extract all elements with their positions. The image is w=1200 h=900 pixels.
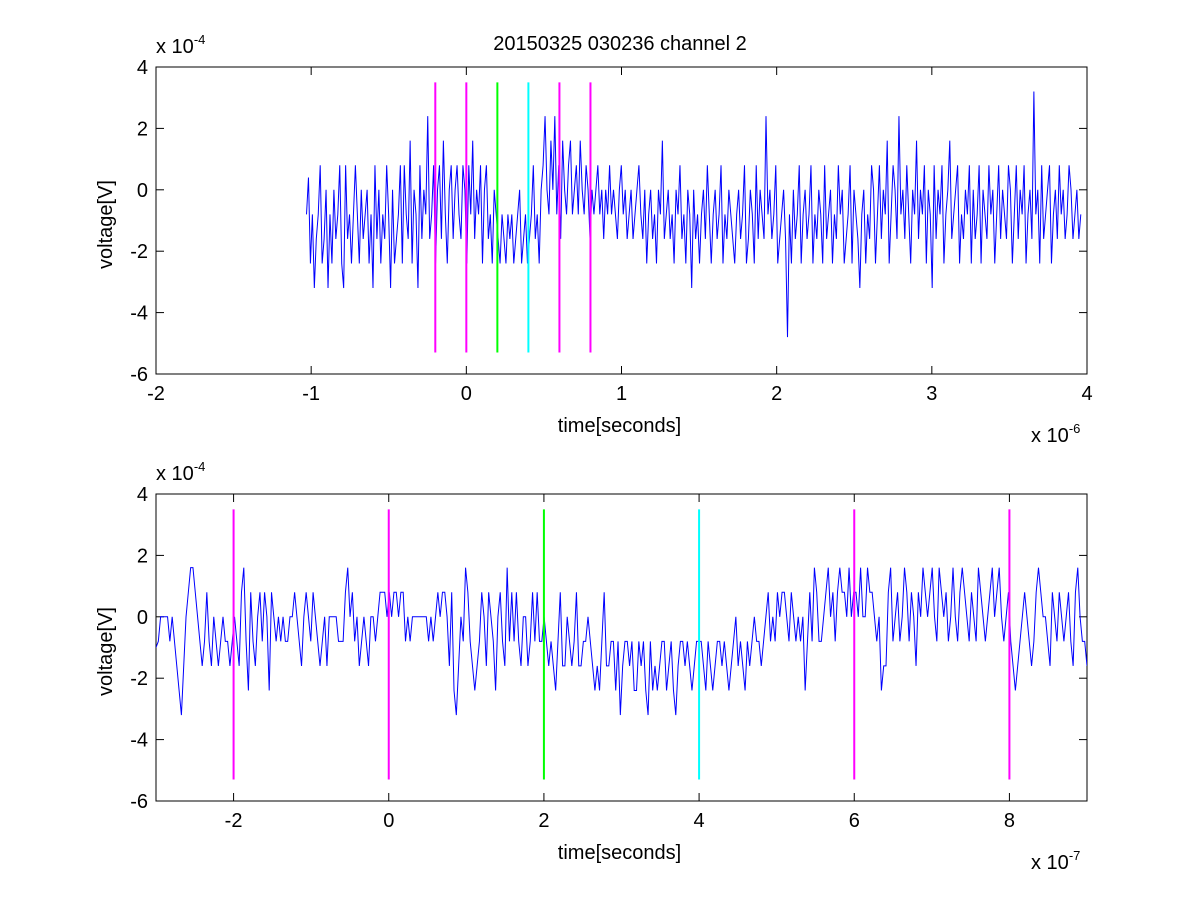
bottom-y-tick-label: 4: [137, 484, 148, 506]
bottom-x-tick-label: 8: [1004, 810, 1015, 832]
top-x-tick-label: 3: [926, 383, 937, 405]
top-y-tick-label: 4: [137, 57, 148, 79]
top-x-tick-label: 4: [1081, 383, 1092, 405]
top-y-tick-label: -4: [130, 303, 148, 325]
top-x-tick-label: 1: [616, 383, 627, 405]
bottom-x-exponent-power: -7: [1069, 848, 1081, 863]
bottom-y-exponent-power: -4: [194, 459, 206, 474]
bottom-y-tick-label: -4: [130, 730, 148, 752]
top-plot-area: [155, 66, 1088, 375]
bottom-x-tick-label: 4: [694, 810, 705, 832]
bottom-x-tick-label: -2: [225, 810, 243, 832]
top-y-exponent-power: -4: [194, 32, 206, 47]
top-x-tick-label: -1: [302, 383, 320, 405]
top-x-tick-label: 0: [461, 383, 472, 405]
top-y-exponent: x 10-4: [156, 32, 205, 58]
figure-title: 20150325 030236 channel 2: [493, 33, 747, 55]
bottom-x-axis-label: time[seconds]: [558, 842, 681, 864]
top-y-tick-label: 2: [137, 118, 148, 140]
top-y-tick-label: -2: [130, 241, 148, 263]
top-x-tick-label: -2: [147, 383, 165, 405]
bottom-y-tick-label: -6: [130, 791, 148, 813]
bottom-y-tick-label: 0: [137, 607, 148, 629]
bottom-x-tick-label: 0: [383, 810, 394, 832]
bottom-x-tick-label: 6: [849, 810, 860, 832]
top-y-tick-label: 0: [137, 180, 148, 202]
bottom-x-tick-label: 2: [538, 810, 549, 832]
bottom-y-tick-label: 2: [137, 545, 148, 567]
top-x-axis-label: time[seconds]: [558, 415, 681, 437]
bottom-y-tick-label: -2: [130, 668, 148, 690]
top-data-layer: [306, 82, 1082, 353]
bottom-y-axis-label: voltage[V]: [95, 607, 117, 696]
top-x-tick-label: 2: [771, 383, 782, 405]
top-y-tick-label: -6: [130, 364, 148, 386]
top-x-exponent-power: -6: [1069, 421, 1081, 436]
bottom-series-line: [156, 567, 1087, 716]
bottom-data-layer: [156, 509, 1087, 780]
top-y-axis-label: voltage[V]: [95, 180, 117, 269]
bottom-plot-area: [155, 493, 1088, 802]
